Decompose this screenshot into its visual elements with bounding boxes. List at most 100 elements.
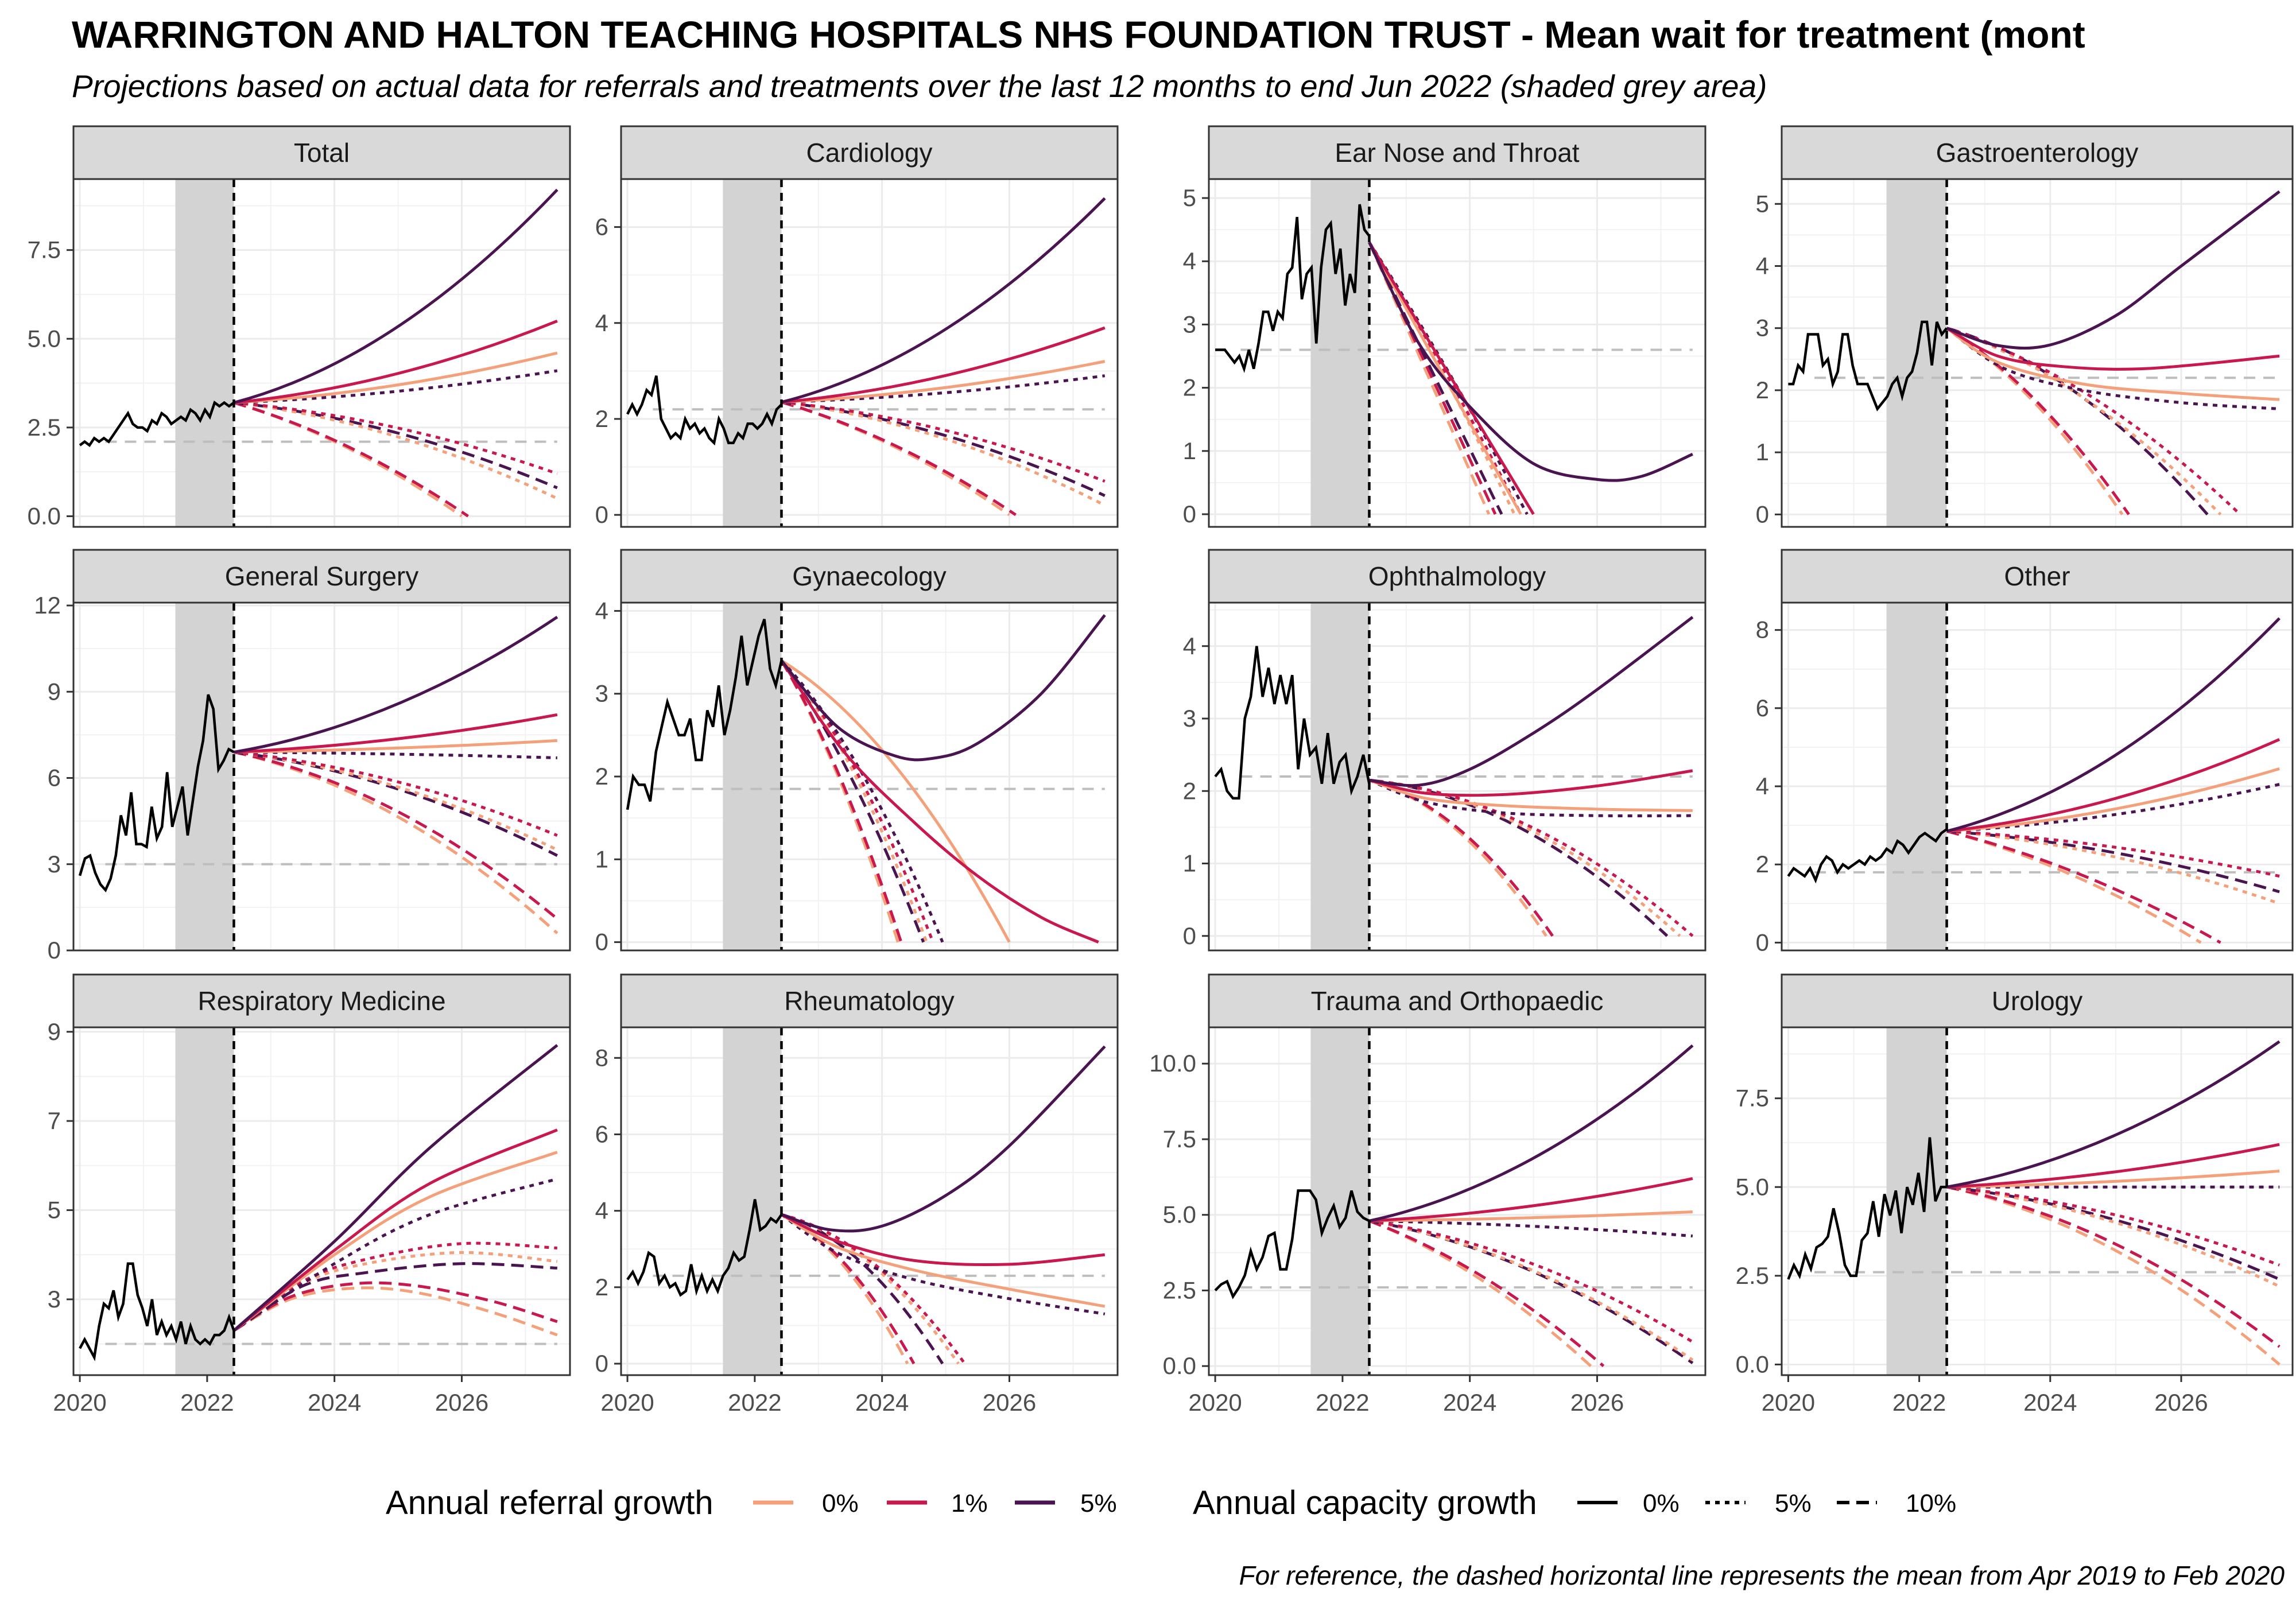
panel-rheumatology: Rheumatology 0 2 4 6 8 2020 2022 2024 2026	[595, 973, 1119, 1416]
projection-line-ref5-cap10	[1946, 327, 2209, 516]
shaded-period	[175, 603, 234, 950]
x-tick-label: 2024	[308, 1389, 361, 1416]
y-tick-label: 0	[1183, 922, 1196, 949]
x-tick-label: 2026	[435, 1389, 488, 1416]
y-tick-label: 3	[1756, 315, 1769, 341]
projection-line-ref0-cap5	[1369, 778, 1681, 937]
projection-line-ref5-cap10	[234, 401, 558, 490]
panel-strip	[1781, 973, 2294, 1028]
projection-line-ref5-cap0	[781, 1045, 1106, 1233]
panel-gynaecology: Gynaecology 0 1 2 3 4	[595, 549, 1119, 956]
x-tick-label: 2022	[728, 1389, 781, 1416]
panel-border	[1208, 1026, 1707, 1376]
projection-line-ref1-cap0	[234, 713, 558, 754]
shaded-period	[1310, 179, 1370, 527]
legend-capacity-label: 5%	[1775, 1489, 1812, 1517]
projection-line-ref0-cap0	[234, 739, 557, 754]
projection-line-ref1-cap5	[234, 401, 558, 475]
projection-line-ref5-cap5	[233, 1177, 558, 1332]
series-layer	[626, 614, 1106, 944]
projection-line-ref5-cap10	[781, 401, 1106, 497]
projection-line-ref1-cap0	[781, 326, 1106, 404]
projection-line-ref1-cap0	[1369, 1177, 1693, 1222]
chart-title: WARRINGTON AND HALTON TEACHING HOSPITALS…	[72, 13, 2085, 56]
projection-line-ref5-cap0	[781, 197, 1106, 404]
projection-line-ref1-cap0	[234, 320, 558, 405]
panel-border	[1781, 601, 2294, 952]
series-layer	[79, 1044, 559, 1361]
x-tick-label: 2024	[2023, 1389, 2077, 1416]
legend-capacity-item-1: 5%	[1705, 1489, 1812, 1517]
y-tick-label: 0.0	[1736, 1350, 1769, 1377]
panel-gastroenterology: Gastroenterology 0 1 2 3 4 5	[1756, 125, 2294, 528]
panel-title: Gynaecology	[792, 561, 947, 591]
legend-capacity-title: Annual capacity growth	[1193, 1484, 1537, 1521]
y-tick-label: 1	[1756, 438, 1769, 465]
y-tick-label: 2	[1756, 851, 1769, 878]
projection-line-ref1-cap10	[1368, 1219, 1605, 1368]
x-tick-label: 2024	[1443, 1389, 1496, 1416]
legend-referral-title: Annual referral growth	[386, 1484, 713, 1521]
panel-background	[73, 179, 570, 527]
y-tick-label: 6	[595, 214, 608, 240]
y-tick-label: 1	[1183, 437, 1196, 464]
y-tick-label: 2.5	[1736, 1262, 1769, 1289]
y-tick-label: 0	[1183, 500, 1196, 527]
shaded-period	[175, 179, 234, 527]
projection-line-ref5-cap0	[1946, 190, 2281, 350]
panel-strip	[1208, 549, 1707, 604]
projection-line-ref0-cap0	[234, 351, 558, 405]
projection-line-ref5-cap5	[781, 1213, 1106, 1315]
projection-line-ref0-cap0	[1369, 1210, 1693, 1222]
y-tick-label: 0	[1756, 929, 1769, 956]
y-tick-label: 0	[48, 937, 61, 964]
actual-series-line	[1787, 1137, 1947, 1280]
legend-referral-item-1: 1%	[887, 1489, 988, 1517]
projection-line-ref1-cap5	[1946, 1185, 2281, 1267]
y-tick-label: 5	[48, 1197, 61, 1224]
y-tick-label: 2.5	[1163, 1276, 1196, 1303]
projection-line-ref5-cap5	[1368, 778, 1693, 818]
shaded-period	[723, 179, 782, 527]
y-tick-label: 4	[595, 597, 608, 624]
y-tick-label: 5	[1183, 184, 1196, 211]
panel-background	[1209, 1027, 1705, 1375]
panel-background	[73, 1027, 570, 1375]
actual-series-line	[1215, 204, 1371, 374]
actual-series-line	[79, 1262, 235, 1361]
series-layer	[1214, 1044, 1694, 1368]
panel-title: Rheumatology	[784, 986, 955, 1016]
projection-line-ref1-cap5	[1946, 829, 2280, 878]
projection-line-ref0-cap5	[233, 1251, 558, 1332]
y-tick-label: 5.0	[1736, 1173, 1769, 1200]
series-layer	[626, 197, 1106, 517]
y-tick-label: 4	[595, 309, 608, 336]
panel-urology: Urology 0.0 2.5 5.0 7.5 2020 2022 2024 2026	[1736, 973, 2294, 1416]
panel-title: Gastroenterology	[1936, 138, 2139, 168]
actual-series-line	[1788, 320, 1948, 412]
y-tick-label: 7.5	[1736, 1085, 1769, 1112]
y-tick-label: 2	[1183, 374, 1196, 401]
y-tick-label: 3	[48, 1286, 61, 1313]
projection-line-ref5-cap10	[1946, 1185, 2281, 1281]
x-tick-label: 2020	[600, 1389, 654, 1416]
projection-line-ref0-cap5	[1946, 1185, 2281, 1288]
x-tick-label: 2024	[855, 1389, 909, 1416]
y-tick-label: 3	[1183, 310, 1196, 337]
projection-line-ref0-cap0	[1946, 767, 2280, 833]
y-tick-label: 6	[1756, 694, 1769, 721]
projection-line-ref1-cap0	[781, 1213, 1106, 1266]
actual-series-line	[1214, 1189, 1370, 1299]
legend-capacity-item-0: 0%	[1577, 1489, 1680, 1517]
projection-line-ref1-cap10	[1946, 829, 2221, 944]
y-tick-label: 0	[595, 1350, 608, 1377]
panel-border	[620, 178, 1119, 528]
projection-line-ref0-cap0	[781, 360, 1106, 404]
projection-line-ref1-cap0	[1946, 327, 2280, 371]
series-layer	[79, 188, 559, 518]
x-tick-label: 2026	[2154, 1389, 2208, 1416]
projection-line-ref5-cap5	[1946, 327, 2280, 410]
projection-line-ref0-cap5	[781, 1213, 960, 1365]
projection-line-ref5-cap10	[1946, 829, 2280, 894]
